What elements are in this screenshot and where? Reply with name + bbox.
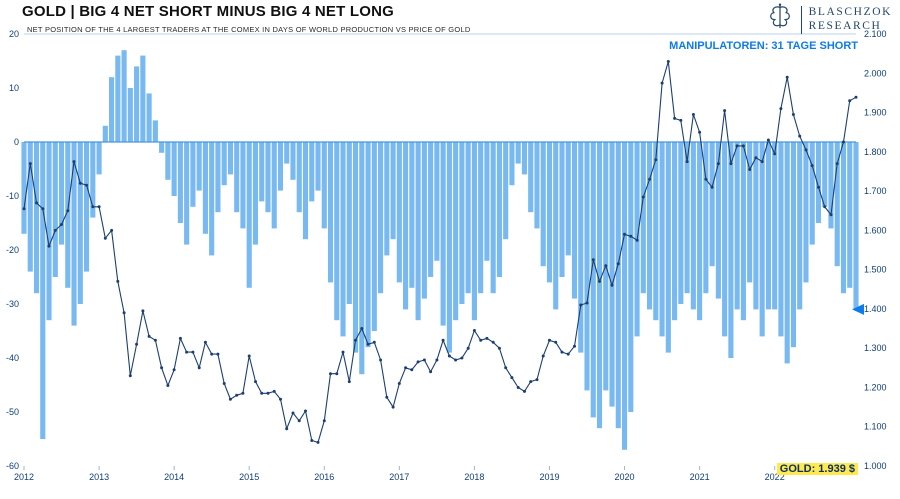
svg-text:1.400: 1.400 xyxy=(864,304,887,314)
svg-text:2.100: 2.100 xyxy=(864,29,887,39)
logo-line2: RESEARCH xyxy=(808,19,882,32)
left-axis-labels: 20 10 0 -10 -20 -30 -40 -50 -60 xyxy=(6,29,19,471)
svg-text:20: 20 xyxy=(9,29,19,39)
svg-text:2022: 2022 xyxy=(765,472,785,482)
page-subtitle: NET POSITION OF THE 4 LARGEST TRADERS AT… xyxy=(27,25,471,34)
svg-text:2019: 2019 xyxy=(539,472,559,482)
svg-text:-50: -50 xyxy=(6,407,19,417)
svg-text:2018: 2018 xyxy=(464,472,484,482)
svg-text:1.600: 1.600 xyxy=(864,225,887,235)
svg-text:2020: 2020 xyxy=(614,472,634,482)
svg-text:0: 0 xyxy=(14,137,19,147)
svg-text:1.200: 1.200 xyxy=(864,383,887,393)
svg-text:2.000: 2.000 xyxy=(864,68,887,78)
svg-text:2017: 2017 xyxy=(389,472,409,482)
logo-text: BLASCHZOK RESEARCH xyxy=(809,6,892,34)
gold-price-line xyxy=(22,60,858,444)
svg-text:1.000: 1.000 xyxy=(864,461,887,471)
blaschzok-logo: BLASCHZOK RESEARCH xyxy=(766,2,892,37)
svg-text:-40: -40 xyxy=(6,353,19,363)
x-axis-labels: 2012 2013 2014 2015 2016 2017 2018 2019 2020 2021… xyxy=(14,466,785,482)
svg-text:-30: -30 xyxy=(6,299,19,309)
gold-price-annotation: GOLD: 1.939 $ xyxy=(776,463,858,475)
svg-text:10: 10 xyxy=(9,83,19,93)
blaschzok-logo-icon xyxy=(766,2,794,37)
svg-text:1.900: 1.900 xyxy=(864,108,887,118)
svg-text:2016: 2016 xyxy=(314,472,334,482)
svg-text:2014: 2014 xyxy=(164,472,184,482)
svg-text:-10: -10 xyxy=(6,191,19,201)
logo-line1: BLASCHZOK xyxy=(808,5,892,18)
manipulators-annotation: MANIPULATOREN: 31 TAGE SHORT xyxy=(669,40,858,52)
net-short-bars xyxy=(21,50,859,450)
svg-text:2021: 2021 xyxy=(690,472,710,482)
svg-text:2013: 2013 xyxy=(89,472,109,482)
svg-text:-60: -60 xyxy=(6,461,19,471)
current-value-arrow xyxy=(852,303,864,315)
svg-text:-20: -20 xyxy=(6,245,19,255)
svg-text:1.500: 1.500 xyxy=(864,265,887,275)
svg-text:1.100: 1.100 xyxy=(864,422,887,432)
right-axis-labels: 2.100 2.000 1.900 1.800 1.700 1.600 1.500 1.400… xyxy=(864,29,887,471)
svg-text:1.800: 1.800 xyxy=(864,147,887,157)
page-title: GOLD | BIG 4 NET SHORT MINUS BIG 4 NET L… xyxy=(22,3,394,20)
svg-text:2015: 2015 xyxy=(239,472,259,482)
svg-text:1.300: 1.300 xyxy=(864,343,887,353)
logo-divider xyxy=(800,5,802,34)
svg-text:2012: 2012 xyxy=(14,472,34,482)
svg-text:1.700: 1.700 xyxy=(864,186,887,196)
